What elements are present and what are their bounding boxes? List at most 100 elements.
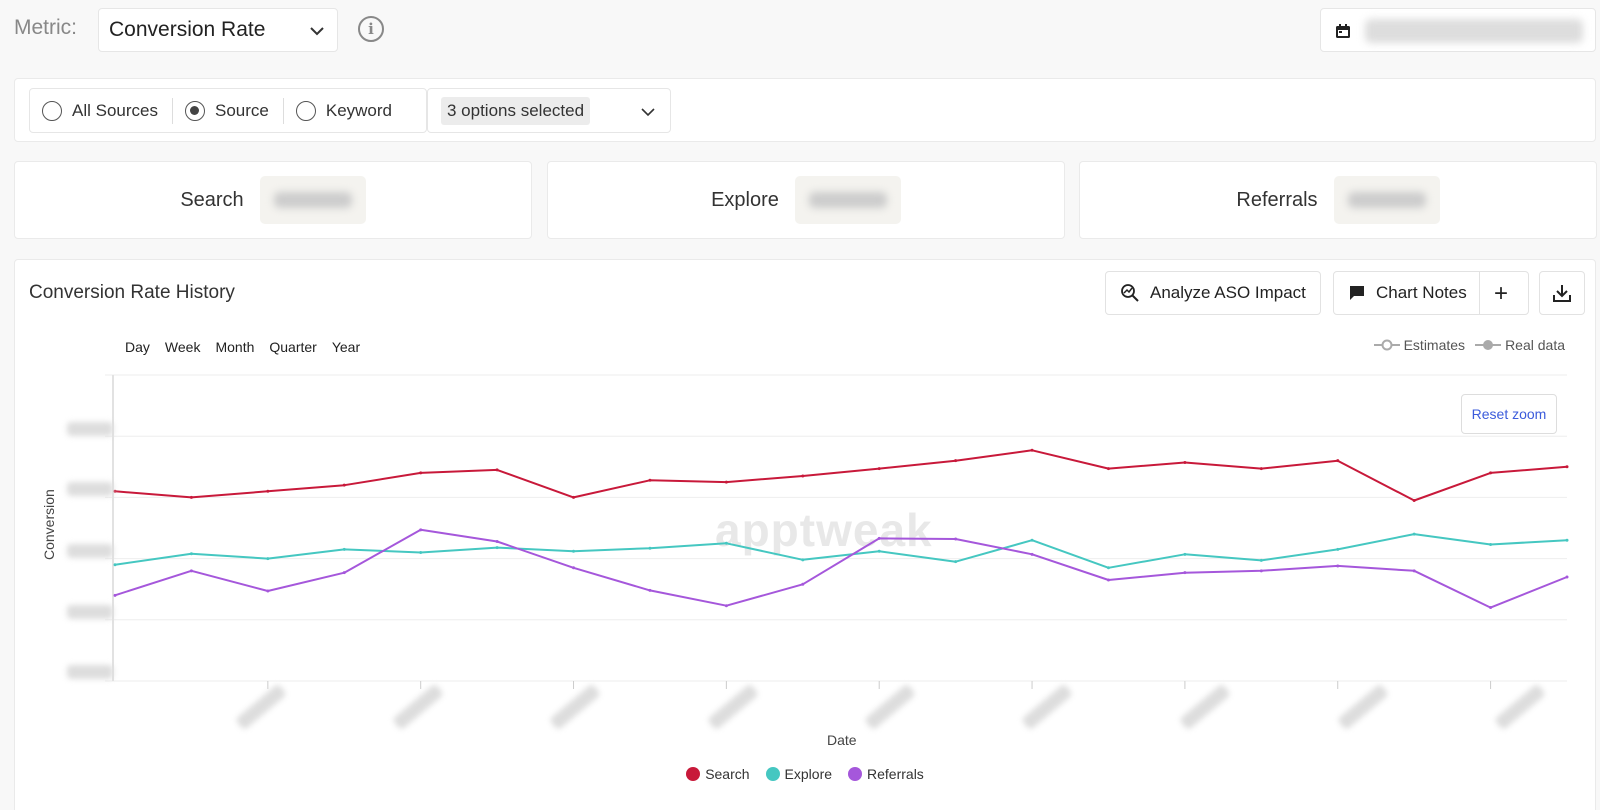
data-point-referrals[interactable] xyxy=(801,582,805,586)
data-point-search[interactable] xyxy=(572,495,576,499)
chart-notes-button[interactable]: Chart Notes + xyxy=(1333,271,1529,315)
data-point-explore[interactable] xyxy=(724,541,728,545)
source-filter-bar: All Sources Source Keyword 3 options sel… xyxy=(14,78,1596,142)
data-point-referrals[interactable] xyxy=(648,588,652,592)
data-point-explore[interactable] xyxy=(1259,558,1263,562)
data-point-search[interactable] xyxy=(648,478,652,482)
radio-label: All Sources xyxy=(72,100,158,120)
data-point-explore[interactable] xyxy=(877,549,881,553)
radio-button[interactable] xyxy=(184,100,205,121)
data-point-explore[interactable] xyxy=(266,557,270,561)
data-point-referrals[interactable] xyxy=(724,604,728,608)
series-line-referrals[interactable] xyxy=(114,528,1568,609)
data-point-explore[interactable] xyxy=(954,560,958,564)
data-point-search[interactable] xyxy=(342,483,346,487)
data-point-search[interactable] xyxy=(954,459,958,463)
data-point-explore[interactable] xyxy=(801,558,805,562)
reset-zoom-button[interactable]: Reset zoom xyxy=(1461,394,1557,434)
data-point-explore[interactable] xyxy=(113,563,117,567)
data-point-referrals[interactable] xyxy=(1489,606,1493,610)
legend-label: Explore xyxy=(784,766,833,782)
data-point-search[interactable] xyxy=(1030,448,1034,452)
data-point-search[interactable] xyxy=(1565,465,1569,469)
data-point-explore[interactable] xyxy=(189,552,193,556)
data-point-explore[interactable] xyxy=(648,546,652,550)
data-point-search[interactable] xyxy=(419,471,423,475)
data-point-referrals[interactable] xyxy=(113,593,117,597)
data-point-explore[interactable] xyxy=(1336,547,1340,551)
data-point-referrals[interactable] xyxy=(189,569,193,573)
series-line-search[interactable] xyxy=(114,449,1568,502)
data-point-referrals[interactable] xyxy=(954,537,958,541)
data-point-explore[interactable] xyxy=(1412,532,1416,536)
legend-item-search[interactable]: Search xyxy=(686,766,750,782)
stat-card-search[interactable]: Search xyxy=(14,161,532,239)
download-button[interactable] xyxy=(1539,271,1585,315)
data-point-referrals[interactable] xyxy=(342,571,346,575)
data-point-referrals[interactable] xyxy=(572,566,576,570)
data-point-search[interactable] xyxy=(801,474,805,478)
legend-real-data[interactable]: Real data xyxy=(1475,337,1565,353)
analyze-aso-impact-button[interactable]: Analyze ASO Impact xyxy=(1105,271,1321,315)
data-point-referrals[interactable] xyxy=(1106,578,1110,582)
data-point-search[interactable] xyxy=(1183,461,1187,465)
date-range-value-redacted xyxy=(1365,19,1583,43)
legend-estimates[interactable]: Estimates xyxy=(1373,337,1465,353)
data-point-search[interactable] xyxy=(724,480,728,484)
data-point-search[interactable] xyxy=(1259,467,1263,471)
data-point-referrals[interactable] xyxy=(1259,569,1263,573)
stat-card-referrals[interactable]: Referrals xyxy=(1079,161,1597,239)
date-range-picker[interactable] xyxy=(1320,8,1596,52)
data-point-explore[interactable] xyxy=(419,550,423,554)
calendar-icon xyxy=(1336,24,1350,38)
period-tab-year[interactable]: Year xyxy=(331,339,361,355)
data-point-referrals[interactable] xyxy=(877,536,881,540)
data-point-referrals[interactable] xyxy=(495,539,499,543)
legend-item-referrals[interactable]: Referrals xyxy=(848,766,924,782)
y-axis-title: Conversion xyxy=(41,489,57,560)
data-point-referrals[interactable] xyxy=(419,528,423,532)
data-point-referrals[interactable] xyxy=(1030,552,1034,556)
data-point-explore[interactable] xyxy=(1106,566,1110,570)
info-icon[interactable]: i xyxy=(358,16,384,42)
data-point-explore[interactable] xyxy=(1489,543,1493,547)
period-tab-quarter[interactable]: Quarter xyxy=(269,339,317,355)
data-point-referrals[interactable] xyxy=(1412,569,1416,573)
data-point-search[interactable] xyxy=(877,467,881,471)
period-tab-month[interactable]: Month xyxy=(215,339,255,355)
data-point-search[interactable] xyxy=(1106,467,1110,471)
period-tab-week[interactable]: Week xyxy=(164,339,201,355)
radio-button[interactable] xyxy=(295,100,316,121)
period-tab-day[interactable]: Day xyxy=(125,339,150,355)
data-point-referrals[interactable] xyxy=(1183,571,1187,575)
data-point-search[interactable] xyxy=(189,495,193,499)
data-point-explore[interactable] xyxy=(1565,538,1569,542)
data-point-search[interactable] xyxy=(266,489,270,493)
data-point-search[interactable] xyxy=(495,468,499,472)
data-point-explore[interactable] xyxy=(342,547,346,551)
radio-source[interactable]: Source xyxy=(171,97,283,124)
legend-item-explore[interactable]: Explore xyxy=(765,766,833,782)
stat-card-explore[interactable]: Explore xyxy=(547,161,1065,239)
data-point-explore[interactable] xyxy=(572,549,576,553)
data-point-referrals[interactable] xyxy=(1565,575,1569,579)
add-note-button[interactable]: + xyxy=(1494,280,1509,307)
data-point-explore[interactable] xyxy=(495,546,499,550)
radio-all-sources[interactable]: All Sources xyxy=(30,98,172,124)
data-point-search[interactable] xyxy=(1489,471,1493,475)
data-point-referrals[interactable] xyxy=(266,589,270,593)
source-multi-select[interactable]: 3 options selected xyxy=(427,88,671,133)
metric-dropdown[interactable]: Conversion Rate xyxy=(98,8,338,52)
radio-button[interactable] xyxy=(42,100,62,121)
conversion-line-chart[interactable] xyxy=(15,260,1597,810)
chart-title: Conversion Rate History xyxy=(29,282,235,303)
data-point-explore[interactable] xyxy=(1183,552,1187,556)
data-point-search[interactable] xyxy=(113,489,117,493)
data-point-search[interactable] xyxy=(1412,498,1416,502)
radio-keyword[interactable]: Keyword xyxy=(282,97,406,124)
data-point-search[interactable] xyxy=(1336,459,1340,463)
series-line-explore[interactable] xyxy=(114,533,1568,569)
data-point-referrals[interactable] xyxy=(1336,564,1340,568)
data-point-explore[interactable] xyxy=(1030,538,1034,542)
y-tick-label-redacted xyxy=(67,482,113,496)
